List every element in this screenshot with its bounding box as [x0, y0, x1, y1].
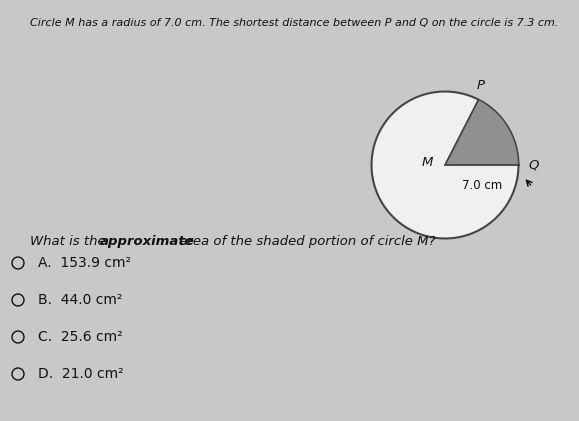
- Text: B.  44.0 cm²: B. 44.0 cm²: [38, 293, 122, 307]
- Text: A.  153.9 cm²: A. 153.9 cm²: [38, 256, 131, 270]
- Text: approximate: approximate: [100, 235, 195, 248]
- Text: What is the: What is the: [30, 235, 110, 248]
- Polygon shape: [372, 91, 519, 239]
- Text: D.  21.0 cm²: D. 21.0 cm²: [38, 367, 124, 381]
- Text: P: P: [477, 79, 485, 92]
- Text: 7.0 cm: 7.0 cm: [461, 179, 502, 192]
- Text: C.  25.6 cm²: C. 25.6 cm²: [38, 330, 123, 344]
- Text: Circle M has a radius of 7.0 cm. The shortest distance between P and Q on the ci: Circle M has a radius of 7.0 cm. The sho…: [30, 18, 558, 28]
- Text: M: M: [422, 155, 433, 168]
- Text: area of the shaded portion of circle M?: area of the shaded portion of circle M?: [175, 235, 435, 248]
- Text: Q: Q: [529, 158, 539, 171]
- Polygon shape: [445, 100, 519, 165]
